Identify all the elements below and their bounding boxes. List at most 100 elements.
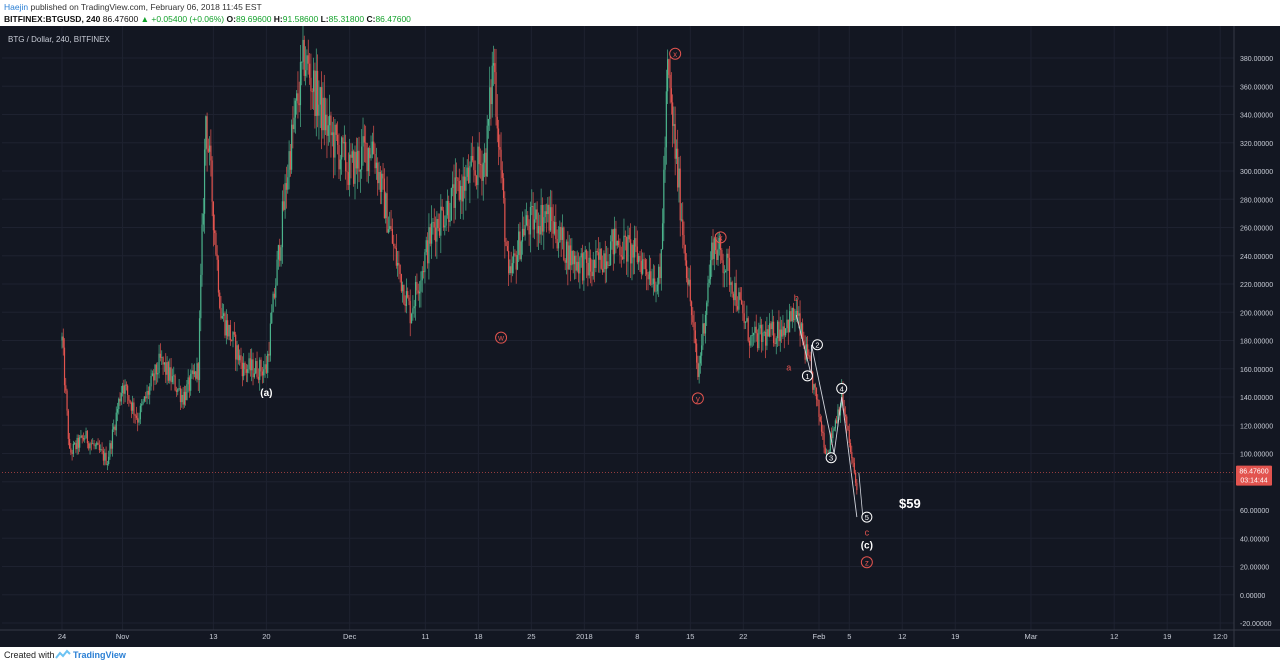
candle-body	[477, 146, 479, 186]
x-tick-label: 24	[58, 632, 66, 641]
footer: Created with TradingView	[0, 647, 1280, 665]
candle-body	[400, 273, 402, 292]
candle-body	[424, 252, 426, 273]
candle-body	[273, 293, 276, 298]
tradingview-brand[interactable]: TradingView	[73, 650, 126, 660]
wave-marker-circle	[714, 231, 727, 244]
candle-body	[675, 148, 678, 159]
candle-body	[211, 160, 213, 202]
candle-body	[585, 250, 588, 263]
candle-body	[818, 400, 820, 417]
candle-body	[175, 390, 178, 392]
candle-body	[240, 355, 242, 363]
candle-body	[135, 415, 138, 418]
candle-body	[634, 238, 636, 258]
candle-body	[404, 303, 406, 306]
candle-body	[86, 430, 88, 444]
candle-body	[89, 443, 91, 449]
chart-symbol-label: BTG / Dollar, 240, BITFINEX	[8, 35, 110, 44]
candle-body	[271, 312, 273, 324]
candle-body	[450, 187, 452, 221]
candle-body	[197, 363, 199, 380]
candle-body	[473, 160, 475, 171]
candle-body	[294, 100, 297, 118]
candle-body	[673, 124, 675, 126]
candle-body	[819, 416, 821, 422]
candle-body	[754, 326, 756, 333]
candle-body	[177, 388, 179, 392]
candle-body	[146, 390, 148, 399]
candle-body	[75, 443, 77, 450]
candle-body	[335, 124, 337, 135]
wave-label-1: 1	[805, 372, 809, 381]
candle-body	[763, 332, 765, 333]
candle-body	[571, 250, 573, 266]
wave-marker-circle	[825, 452, 837, 464]
candle-body	[74, 443, 76, 444]
candle-body	[432, 222, 434, 223]
candle-body	[740, 299, 743, 305]
candle-body	[301, 61, 303, 63]
candle-body	[474, 170, 476, 176]
candle-body	[623, 235, 625, 260]
candle-body	[665, 91, 667, 148]
candle-body	[575, 255, 577, 271]
candle-body	[434, 227, 437, 242]
candle-body	[137, 417, 139, 423]
candle-body	[275, 285, 277, 298]
candle-body	[762, 332, 764, 342]
target-annotation: $59	[899, 496, 921, 511]
candle-body	[179, 388, 182, 403]
candle-body	[386, 193, 388, 233]
wave-label-c: c	[865, 528, 870, 538]
candle-body	[497, 128, 500, 148]
candle-body	[438, 228, 441, 236]
symbol-code: BITFINEX:BTGUSD, 240	[4, 14, 101, 24]
candle-body	[244, 362, 246, 370]
low-label: L:	[320, 14, 329, 24]
candle-body	[219, 292, 221, 308]
candle-body	[491, 65, 493, 105]
price-chart[interactable]: 380.00000360.00000340.00000320.00000300.…	[0, 26, 1280, 647]
candle-body	[663, 169, 665, 224]
author-link[interactable]: Haejin	[4, 2, 29, 12]
candle-body	[61, 336, 63, 341]
candle-body	[196, 363, 198, 379]
candle-body	[502, 178, 505, 199]
candle-body	[82, 437, 85, 440]
candle-body	[88, 443, 90, 449]
candle-body	[679, 168, 681, 221]
candle-body	[200, 274, 202, 319]
candle-body	[341, 137, 343, 160]
y-tick-label: 380.00000	[1240, 56, 1273, 63]
candle-body	[466, 167, 468, 177]
wave-label-3: 3	[829, 454, 833, 463]
candle-body	[236, 345, 238, 360]
candle-body	[812, 371, 814, 390]
candle-body	[298, 103, 300, 106]
candle-body	[259, 359, 261, 380]
candle-body	[84, 438, 86, 440]
candle-body	[359, 169, 361, 172]
x-tick-label: 12	[898, 632, 906, 641]
candle-body	[231, 340, 233, 342]
candle-body	[63, 347, 66, 386]
candle-body	[627, 235, 629, 262]
wave-marker-circle	[669, 47, 682, 60]
candle-body	[785, 328, 787, 336]
candle-body	[94, 445, 96, 447]
candle-body	[81, 435, 83, 438]
candle-body	[610, 241, 612, 266]
wave-marker-circle	[836, 383, 848, 395]
candle-body	[70, 448, 72, 453]
candle-body	[141, 403, 143, 406]
candle-body	[727, 253, 729, 258]
candle-body	[80, 435, 82, 438]
candle-body	[111, 429, 114, 449]
candle-body	[535, 209, 537, 220]
candle-body	[375, 162, 377, 169]
candle-body	[129, 400, 131, 403]
candle-body	[154, 364, 156, 381]
candle-body	[479, 164, 482, 165]
x-tick-label: 2018	[576, 632, 593, 641]
